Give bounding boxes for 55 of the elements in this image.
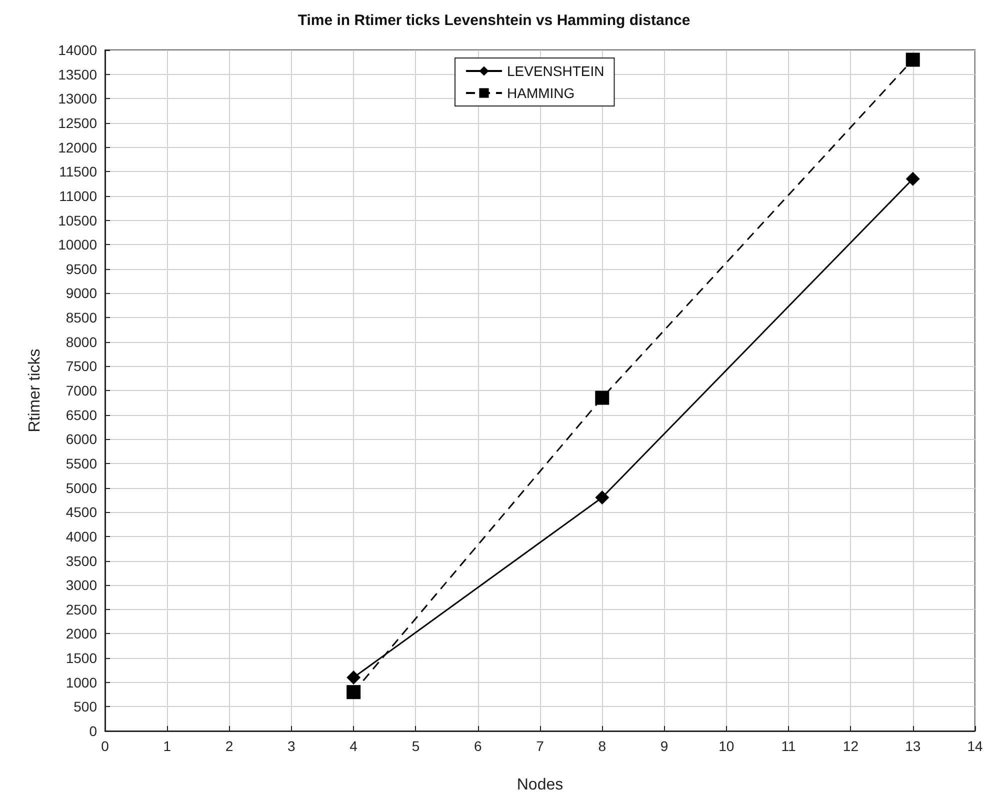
point (906, 172, 920, 186)
y-tick-label: 6500 (66, 406, 98, 423)
x-tick-label: 8 (598, 738, 606, 754)
y-tick-label: 4500 (66, 504, 98, 520)
x-tick-label: 1 (163, 738, 172, 754)
x-tick-label: 5 (412, 738, 420, 754)
y-tick-label: 3000 (66, 577, 98, 594)
point (595, 390, 610, 405)
x-tick-label: 11 (781, 738, 796, 754)
y-tick-label: 7500 (66, 358, 98, 374)
y-axis-title: Rtimer ticks (26, 348, 44, 432)
y-tick-label: 8000 (66, 334, 98, 350)
x-tick-label: 9 (660, 738, 668, 754)
point (346, 670, 361, 684)
y-tick-label: 11500 (59, 164, 98, 180)
point (595, 490, 610, 505)
x-tick-label: 2 (225, 738, 234, 754)
x-tick-label: 0 (101, 738, 110, 754)
x-tick-label: 14 (967, 738, 983, 754)
y-tick-label: 4000 (66, 528, 98, 544)
legend-label: LEVENSHTEIN (507, 63, 604, 79)
y-tick-label: 1000 (66, 674, 98, 690)
y-tick-label: 2000 (66, 626, 98, 642)
y-tick-label: 12500 (58, 114, 98, 131)
y-tick-label: 12000 (58, 139, 98, 156)
y-tick-label: 10500 (58, 212, 98, 228)
y-tick-label: 9500 (66, 260, 98, 277)
x-axis-title: Nodes (516, 776, 564, 794)
x-tick-label: 13 (905, 738, 921, 754)
y-tick-label: 0 (89, 723, 98, 739)
y-tick-label: 1500 (66, 650, 98, 666)
y-tick-label: 11000 (59, 188, 98, 204)
y-tick-label: 6000 (66, 431, 98, 448)
point (346, 685, 361, 700)
y-tick-label: 500 (74, 698, 98, 715)
point (906, 52, 920, 67)
chart-title: Time in Rtimer ticks Levenshtein vs Hamming distance (298, 12, 690, 29)
x-tick-label: 12 (842, 738, 859, 754)
y-tick-label: 5000 (66, 480, 98, 496)
y-tick-label: 9000 (66, 285, 98, 302)
y-tick-label: 8500 (66, 310, 98, 326)
y-tick-label: 5500 (66, 455, 98, 472)
legend-label: HAMMING (507, 85, 575, 101)
x-tick-label: 3 (288, 738, 296, 754)
y-tick-label: 14000 (58, 42, 98, 58)
y-tick-label: 7000 (66, 382, 98, 398)
x-tick-label: 4 (350, 738, 358, 754)
y-tick-label: 3500 (66, 552, 98, 569)
x-tick-label: 7 (536, 738, 544, 754)
y-tick-label: 13000 (58, 90, 98, 107)
y-tick-label: 2500 (66, 601, 98, 618)
x-tick-label: 6 (474, 738, 482, 754)
x-tick-label: 10 (718, 738, 734, 754)
y-tick-label: 10000 (58, 236, 98, 253)
y-tick-label: 13500 (58, 66, 98, 82)
